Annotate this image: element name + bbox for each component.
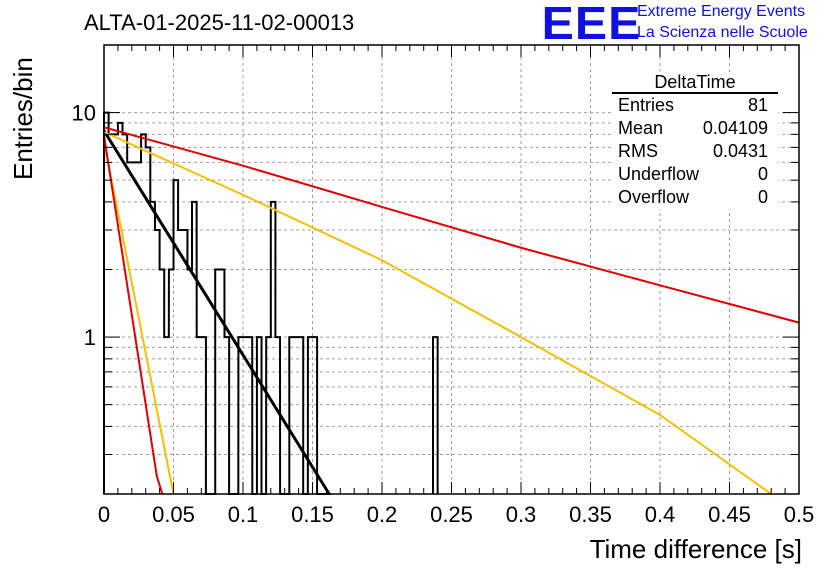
curve-lower-red bbox=[103, 135, 164, 495]
stats-row: RMS 0.0431 bbox=[612, 140, 778, 163]
stats-value: 0 bbox=[757, 164, 768, 184]
x-tick-label: 0.4 bbox=[645, 502, 676, 527]
stats-title: DeltaTime bbox=[612, 72, 778, 94]
curve-upper-orange bbox=[103, 131, 772, 495]
stats-label: Mean bbox=[618, 118, 664, 138]
chart-title: ALTA-01-2025-11-02-00013 bbox=[84, 10, 355, 35]
x-tick-label: 0.05 bbox=[152, 502, 195, 527]
stats-value: 0.0431 bbox=[712, 141, 768, 161]
curves bbox=[102, 126, 800, 495]
stats-box: DeltaTime Entries 81 Mean 0.04109 RMS 0.043… bbox=[612, 72, 778, 209]
x-tick-label: 0.5 bbox=[784, 502, 815, 527]
x-tick-label: 0.35 bbox=[569, 502, 612, 527]
axis-ticks bbox=[103, 44, 800, 495]
axis-tick-labels: 0 0.05 0.1 0.15 0.2 0.25 0.3 0.35 0.4 0.45 0.5 1 10 bbox=[72, 101, 815, 527]
y-tick-label: 1 bbox=[84, 325, 96, 350]
logo-line-1: Extreme Energy Events bbox=[637, 3, 806, 20]
x-tick-label: 0.25 bbox=[430, 502, 473, 527]
logo-line-2: La Scienza nelle Scuole bbox=[637, 24, 808, 41]
y-axis-label: Entries/bin bbox=[8, 57, 38, 180]
stats-row: Overflow 0 bbox=[612, 186, 778, 209]
curve-upper-red bbox=[103, 126, 800, 324]
eee-logo: EEE bbox=[541, 0, 642, 49]
x-tick-label: 0.2 bbox=[367, 502, 398, 527]
histogram bbox=[103, 111, 439, 495]
stats-row: Underflow 0 bbox=[612, 163, 778, 186]
x-tick-label: 0.1 bbox=[228, 502, 259, 527]
stats-label: Overflow bbox=[618, 187, 690, 207]
x-tick-label: 0.15 bbox=[291, 502, 334, 527]
x-tick-label: 0.45 bbox=[708, 502, 751, 527]
stats-value: 81 bbox=[747, 95, 768, 115]
curve-lower-orange bbox=[103, 141, 175, 495]
y-tick-label: 10 bbox=[72, 101, 96, 126]
stats-label: Underflow bbox=[618, 164, 700, 184]
stats-value: 0 bbox=[757, 187, 768, 207]
x-axis-label: Time difference [s] bbox=[589, 534, 802, 564]
x-tick-label: 0 bbox=[98, 502, 110, 527]
x-tick-label: 0.3 bbox=[506, 502, 537, 527]
stats-label: RMS bbox=[618, 141, 658, 161]
stats-row: Entries 81 bbox=[612, 94, 778, 117]
stats-row: Mean 0.04109 bbox=[612, 117, 778, 140]
curve-fit bbox=[102, 129, 331, 495]
stats-label: Entries bbox=[618, 95, 675, 115]
stats-value: 0.04109 bbox=[702, 118, 768, 138]
histogram-outline bbox=[103, 111, 439, 495]
